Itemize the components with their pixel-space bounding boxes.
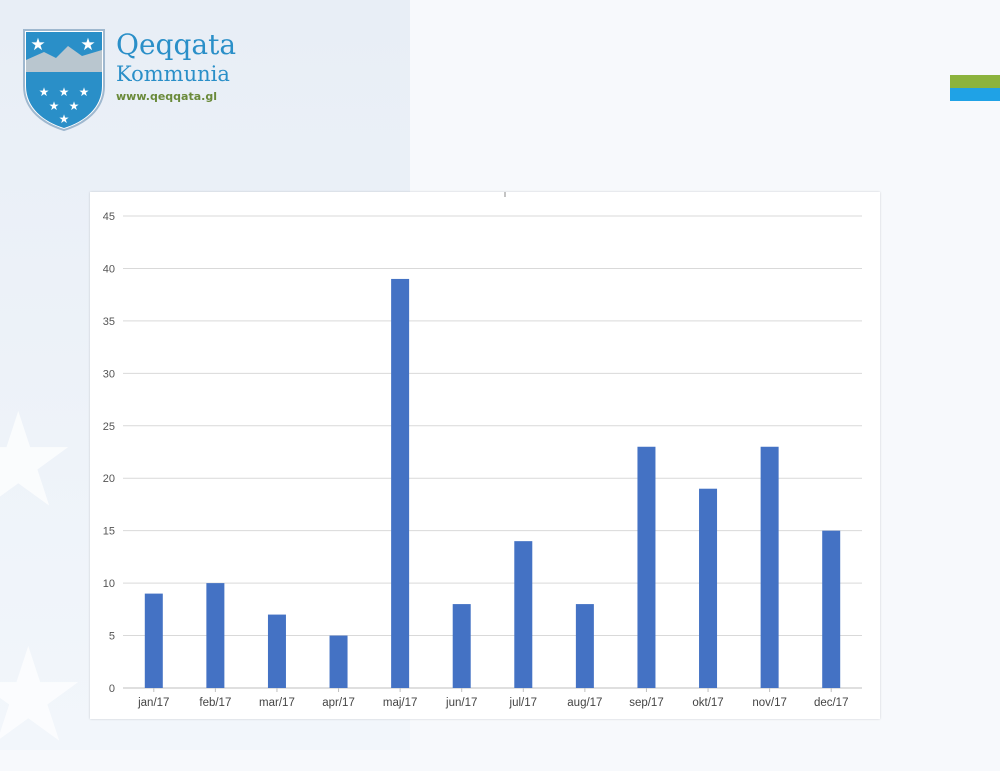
x-tick-label: sep/17 (629, 697, 664, 709)
bar-aug/17 (575, 604, 594, 688)
flag-icon (950, 75, 1000, 103)
x-tick-label: jan/17 (137, 697, 169, 709)
x-tick-label: feb/17 (199, 697, 231, 709)
bar-jul/17 (514, 541, 533, 688)
logo-url: www.qeqqata.gl (116, 90, 217, 103)
chart-container: 0 5 10 15 20 25 30 35 40 45 jan/17 feb/17 mar/17 apr/… (90, 192, 880, 719)
y-tick-label: 35 (103, 316, 115, 328)
bar-jan/17 (144, 593, 163, 688)
svg-text:★: ★ (80, 35, 95, 55)
bar-sep/17 (637, 446, 656, 688)
background-star-icon: ★ (0, 619, 87, 771)
y-tick-label: 0 (109, 683, 115, 695)
x-tick-label: jul/17 (509, 697, 537, 709)
y-tick-label: 5 (109, 631, 115, 643)
bar-jun/17 (452, 604, 471, 688)
coat-of-arms-icon: ★ ★ ★ ★ ★ ★ ★ ★ (23, 29, 105, 132)
x-tick-label: jun/17 (445, 697, 477, 709)
svg-text:★: ★ (30, 35, 45, 55)
y-tick-label: 45 (103, 211, 115, 223)
y-tick-label: 25 (103, 421, 115, 433)
x-tick-label: nov/17 (752, 697, 787, 709)
x-tick-label: dec/17 (814, 697, 849, 709)
x-tick-label: apr/17 (322, 697, 355, 709)
x-tick-label: mar/17 (259, 697, 295, 709)
y-tick-label: 15 (103, 526, 115, 538)
svg-text:★: ★ (59, 112, 70, 126)
x-tick-label: okt/17 (692, 697, 723, 709)
bar-okt/17 (699, 488, 718, 688)
svg-text:★: ★ (79, 85, 90, 99)
bar-dec/17 (822, 530, 841, 688)
bar-nov/17 (760, 446, 779, 688)
municipality-logo: ★ ★ ★ ★ ★ ★ ★ ★ Qeqqata Kommunia www.qeq… (22, 28, 252, 138)
bar-apr/17 (329, 635, 348, 688)
bar-feb/17 (206, 583, 225, 688)
bar-chart: 0 5 10 15 20 25 30 35 40 45 jan/17 feb/17 mar/17 apr/… (103, 192, 862, 709)
svg-text:★: ★ (69, 99, 80, 113)
x-tick-label: maj/17 (383, 697, 418, 709)
logo-name: Qeqqata (116, 28, 237, 61)
y-tick-label: 40 (103, 263, 115, 275)
bar-mar/17 (267, 614, 286, 688)
background-star-icon: ★ (0, 384, 77, 536)
y-tick-label: 30 (103, 368, 115, 380)
svg-text:★: ★ (59, 85, 70, 99)
logo-subname: Kommunia (116, 62, 230, 86)
y-tick-label: 20 (103, 473, 115, 485)
x-tick-label: aug/17 (567, 697, 602, 709)
bar-maj/17 (391, 278, 410, 688)
y-tick-label: 10 (103, 578, 115, 590)
svg-text:★: ★ (49, 99, 60, 113)
svg-text:★: ★ (39, 85, 50, 99)
